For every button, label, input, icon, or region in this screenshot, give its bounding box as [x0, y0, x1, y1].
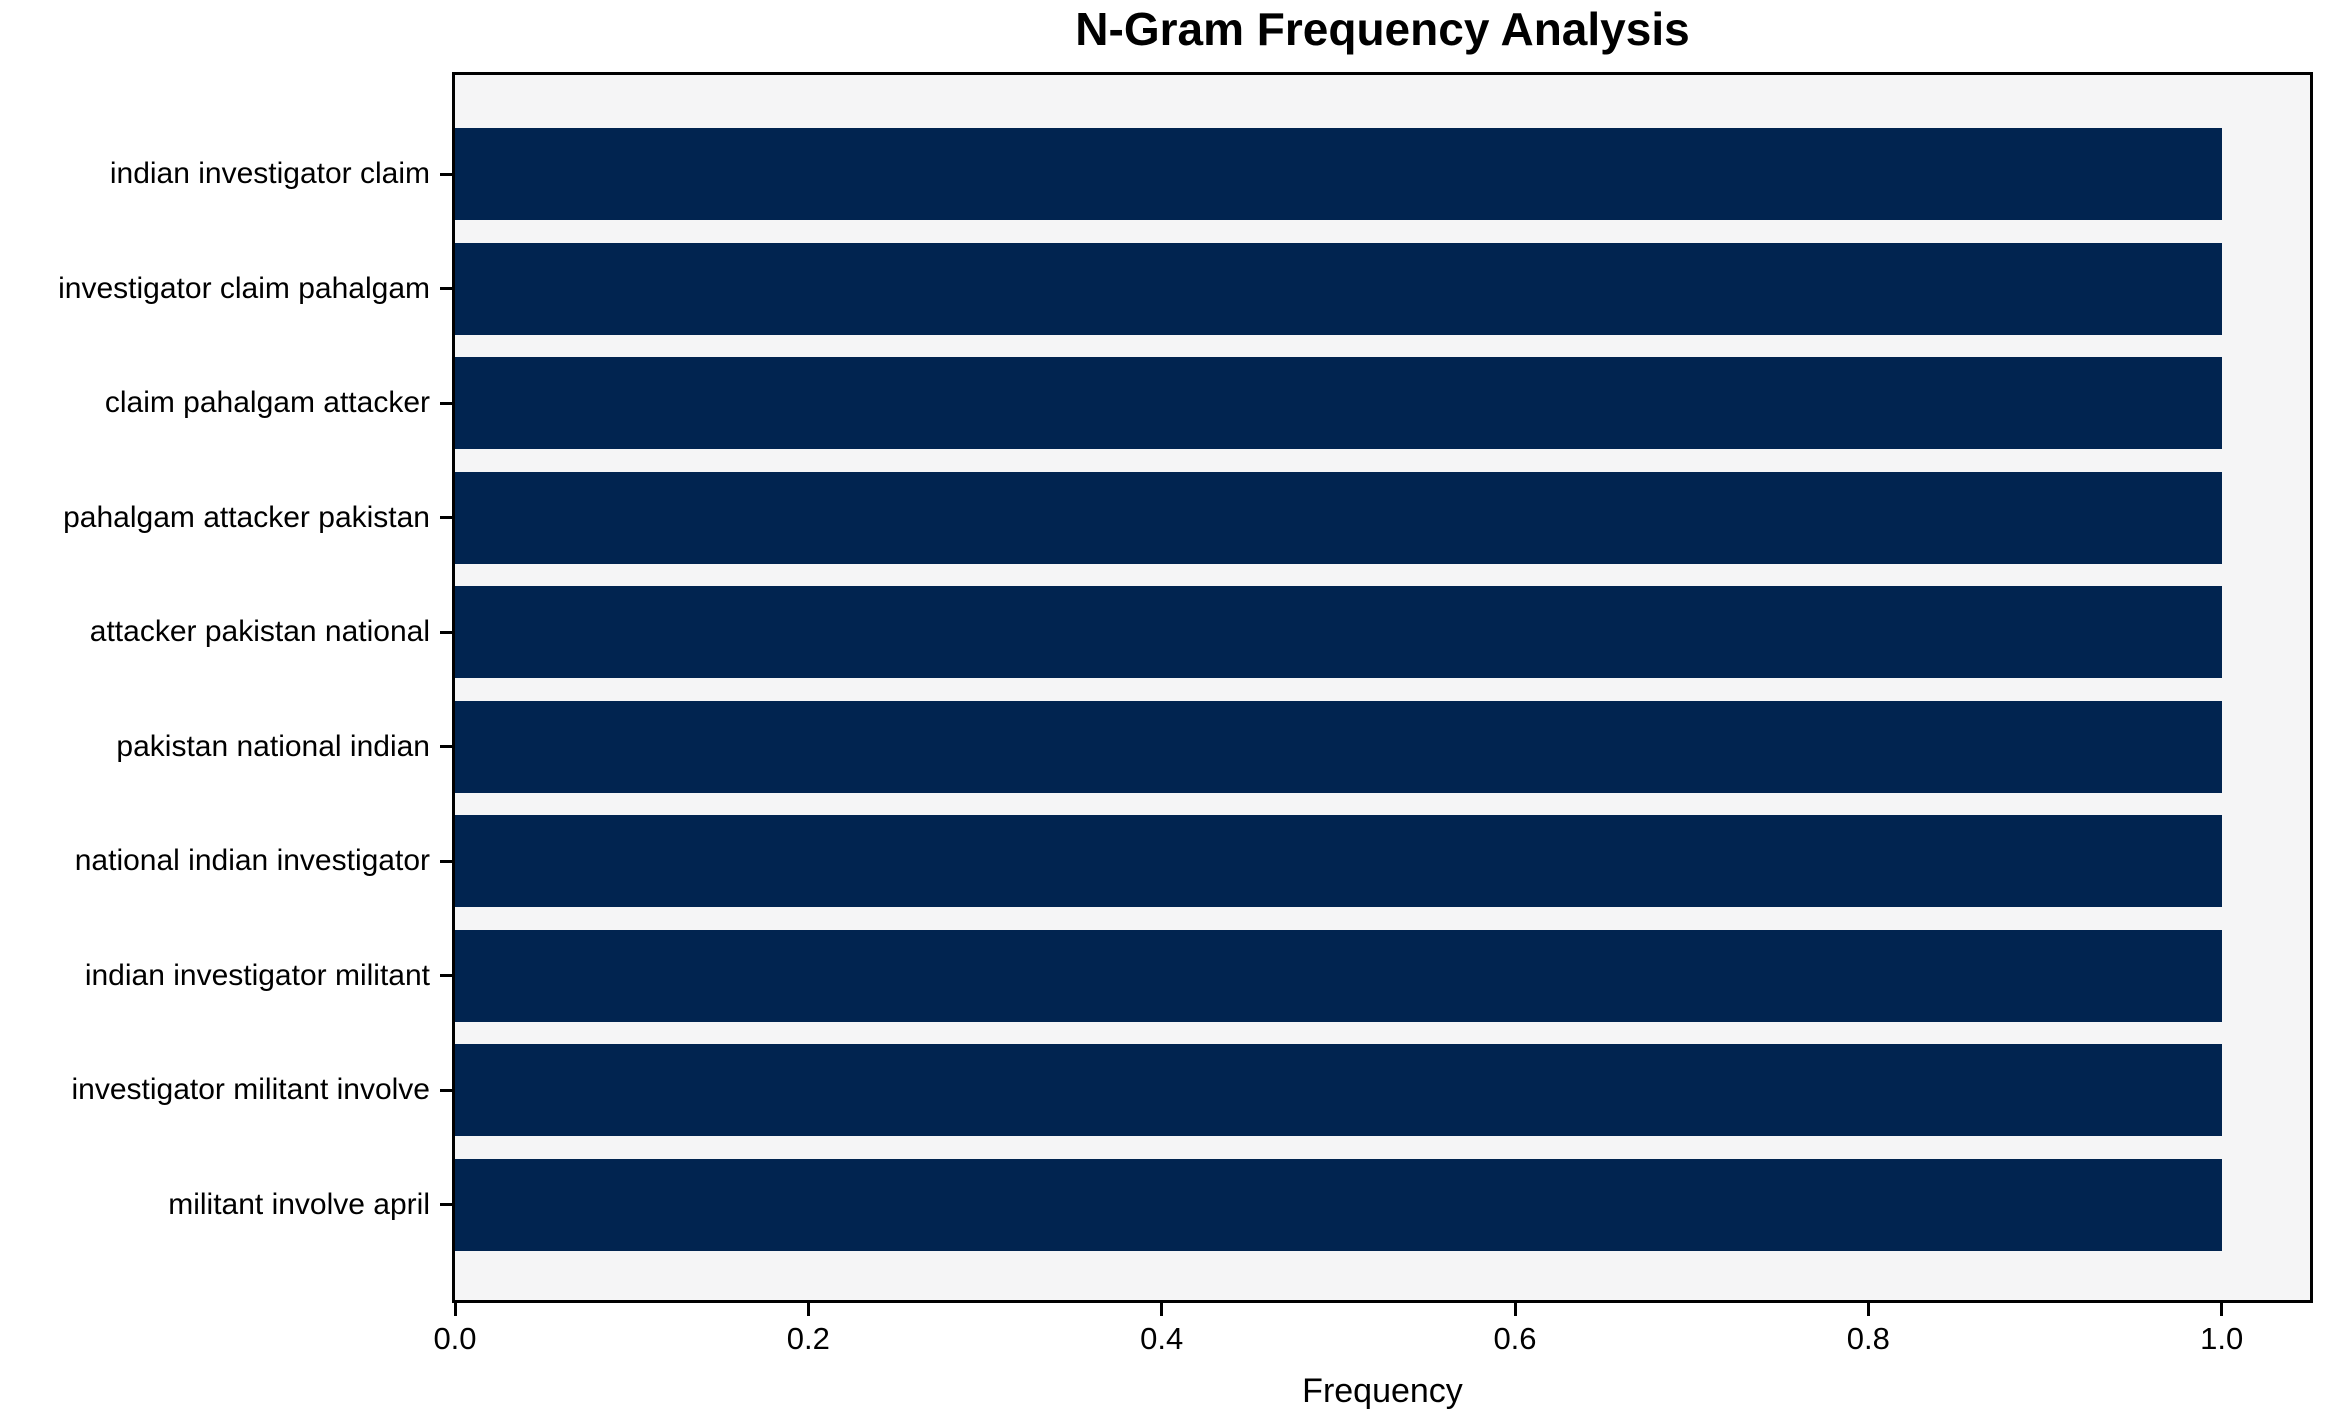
- y-tick-mark: [440, 516, 452, 520]
- x-tick-mark: [1513, 1303, 1517, 1316]
- y-tick-mark: [440, 401, 452, 405]
- y-tick-mark: [440, 1203, 452, 1207]
- bar: [455, 1044, 2222, 1137]
- y-tick-mark: [440, 287, 452, 291]
- bar: [455, 471, 2222, 564]
- bar: [455, 815, 2222, 908]
- y-tick-label: attacker pakistan national: [89, 615, 430, 649]
- y-tick-mark: [440, 745, 452, 749]
- y-tick-mark: [440, 974, 452, 978]
- x-tick-mark: [1866, 1303, 1870, 1316]
- x-tick-label: 0.6: [1493, 1321, 1537, 1356]
- bar: [455, 929, 2222, 1022]
- bar: [455, 700, 2222, 793]
- x-tick-label: 0.0: [433, 1321, 477, 1356]
- y-tick-mark: [440, 1088, 452, 1092]
- bar: [455, 1158, 2222, 1251]
- x-tick-mark: [2220, 1303, 2224, 1316]
- y-tick-label: investigator militant involve: [71, 1073, 431, 1107]
- bar: [455, 357, 2222, 450]
- bar: [455, 586, 2222, 679]
- x-tick-label: 0.8: [1846, 1321, 1890, 1356]
- x-tick-label: 1.0: [2200, 1321, 2244, 1356]
- y-tick-label: investigator claim pahalgam: [58, 271, 430, 305]
- y-tick-label: indian investigator militant: [84, 958, 430, 992]
- y-tick-label: pakistan national indian: [116, 729, 430, 763]
- plot-area: [452, 72, 2313, 1303]
- x-tick-mark: [806, 1303, 810, 1316]
- chart-title: N-Gram Frequency Analysis: [1075, 3, 1690, 55]
- y-tick-mark: [440, 859, 452, 863]
- y-tick-label: pahalgam attacker pakistan: [63, 500, 430, 534]
- bar: [455, 128, 2222, 221]
- y-tick-mark: [440, 172, 452, 176]
- x-tick-label: 0.2: [786, 1321, 830, 1356]
- bar: [455, 242, 2222, 335]
- x-tick-mark: [1160, 1303, 1164, 1316]
- y-tick-label: militant involve april: [168, 1187, 430, 1221]
- y-tick-label: national indian investigator: [74, 844, 430, 878]
- x-tick-label: 0.4: [1140, 1321, 1184, 1356]
- y-tick-mark: [440, 630, 452, 634]
- y-tick-label: indian investigator claim: [109, 157, 430, 191]
- x-tick-mark: [453, 1303, 457, 1316]
- x-axis-label: Frequency: [1302, 1372, 1463, 1410]
- y-tick-label: claim pahalgam attacker: [104, 386, 430, 420]
